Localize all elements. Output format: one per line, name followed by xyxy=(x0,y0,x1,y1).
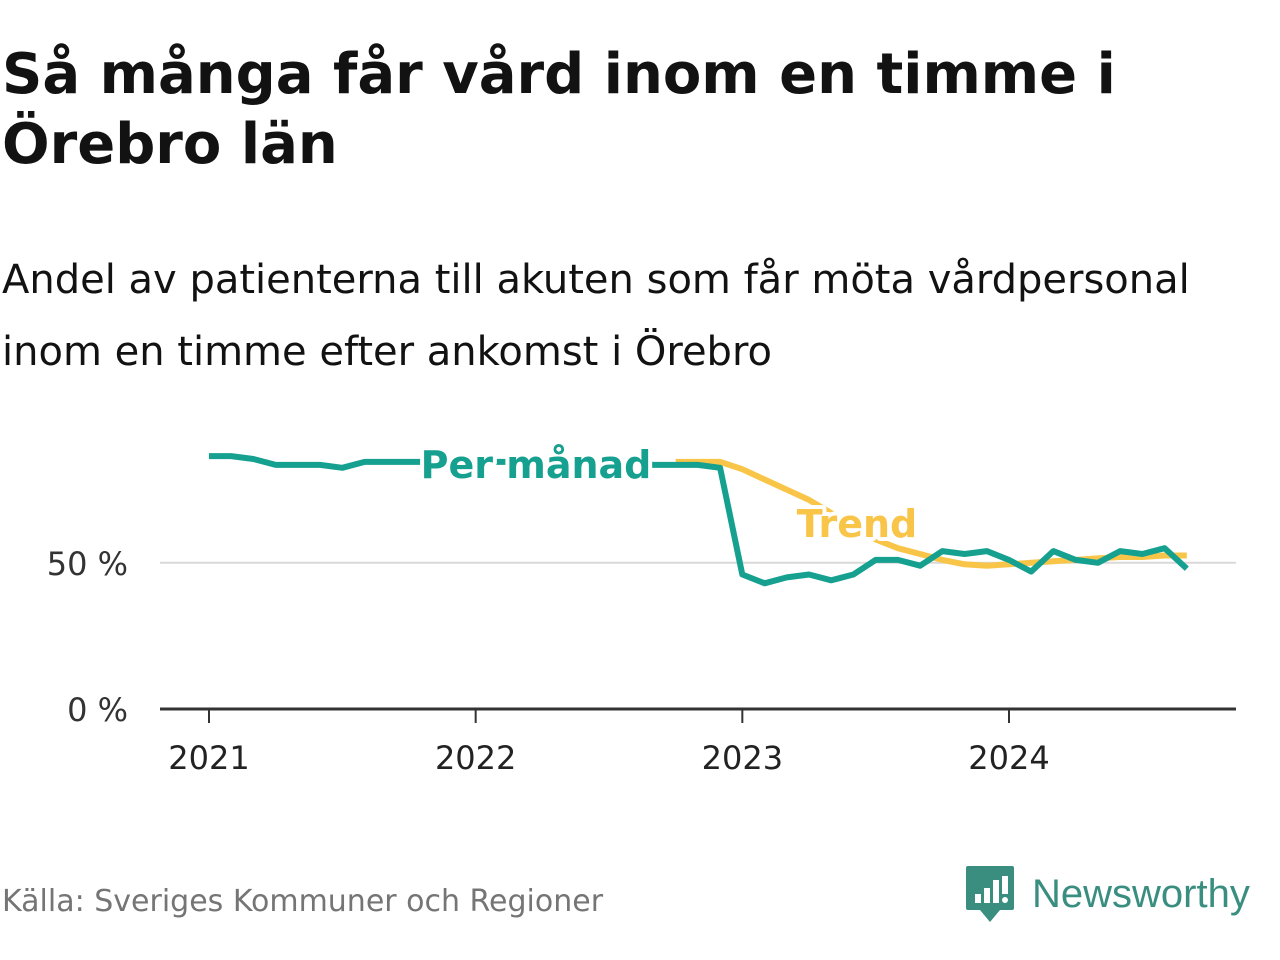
chart-subtitle: Andel av patienterna till akuten som får… xyxy=(2,257,1190,375)
x-tick-label: 2024 xyxy=(968,739,1049,777)
series-label-trend: Trend xyxy=(797,502,918,546)
y-tick-label: 0 % xyxy=(67,691,128,729)
brand-name: Newsworthy xyxy=(1032,872,1250,916)
source-note: Källa: Sveriges Kommuner och Regioner xyxy=(2,884,604,919)
series-line-trend xyxy=(675,458,1187,569)
chart-title: Så många får vård inom en timme i Örebro… xyxy=(2,42,1116,177)
newsworthy-logo-icon xyxy=(966,866,1014,922)
y-tick-label: 50 % xyxy=(47,545,128,583)
x-tick-label: 2021 xyxy=(168,739,249,777)
line-chart: 0 % 50 % 2021 2022 2023 2024 Per månad Trend xyxy=(47,439,1236,777)
x-tick-label: 2022 xyxy=(435,739,516,777)
x-tick-label: 2023 xyxy=(702,739,783,777)
brand: Newsworthy xyxy=(964,864,1250,924)
series-line-per-manad xyxy=(209,453,1189,587)
series-label-per-manad: Per månad xyxy=(421,443,652,487)
